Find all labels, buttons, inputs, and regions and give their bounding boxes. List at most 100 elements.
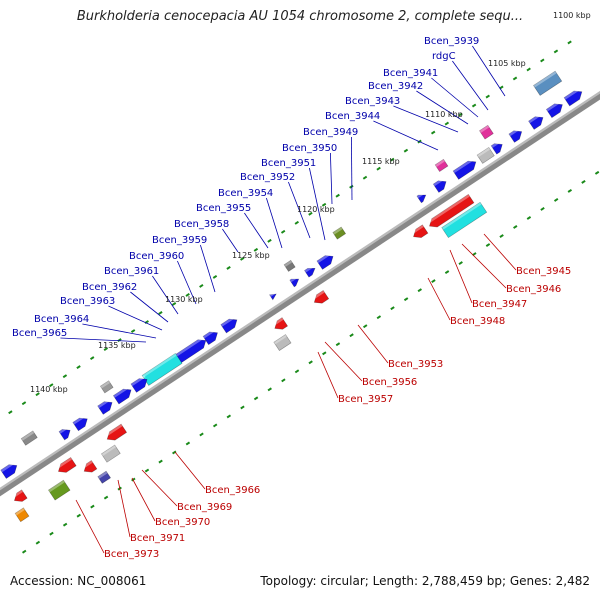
tick-mark	[267, 238, 272, 243]
reverse-leader	[324, 341, 363, 382]
tick-mark	[130, 329, 136, 333]
forward-gene-label: Bcen_3944	[325, 111, 380, 122]
reverse-gene-label: Bcen_3970	[155, 517, 210, 528]
map-title: Burkholderia cenocepacia AU 1054 chromos…	[76, 9, 524, 24]
reverse-leader	[317, 351, 339, 399]
tick-mark	[267, 387, 272, 392]
tick-mark	[226, 265, 231, 270]
forward-leader	[82, 323, 157, 339]
forward-leader	[266, 197, 283, 249]
forward-gene	[99, 380, 114, 394]
reverse-gene	[48, 479, 71, 501]
tick-mark	[349, 333, 354, 338]
tick-mark	[567, 188, 573, 193]
tick-label: 1110 kbp	[425, 110, 463, 119]
tick-mark	[89, 356, 95, 361]
tick-mark	[35, 540, 41, 545]
tick-mark	[76, 365, 81, 370]
forward-gene-label: Bcen_3951	[261, 158, 316, 169]
forward-gene-label: rdgC	[432, 51, 456, 62]
reverse-gene	[81, 460, 98, 473]
reverse-leader	[357, 324, 389, 364]
reverse-gene	[11, 489, 28, 502]
forward-leader	[373, 120, 439, 151]
reverse-gene-label: Bcen_3945	[516, 266, 571, 277]
tick-mark	[526, 216, 532, 220]
forward-leader	[177, 260, 197, 305]
forward-gene	[58, 426, 71, 441]
forward-gene-label: Bcen_3958	[174, 219, 229, 230]
tick-mark	[240, 405, 245, 410]
tick-mark	[444, 270, 450, 275]
tick-mark	[403, 148, 409, 153]
forward-gene	[432, 177, 447, 193]
tick-mark	[581, 179, 586, 184]
forward-gene	[141, 352, 183, 386]
tick-mark	[171, 302, 177, 306]
forward-gene-label: Bcen_3939	[424, 36, 479, 47]
forward-gene	[0, 461, 18, 479]
tick-mark	[62, 522, 68, 527]
tick-mark	[253, 247, 259, 252]
forward-gene	[268, 291, 277, 301]
tick-mark	[49, 383, 54, 388]
tick-mark	[567, 40, 572, 45]
forward-gene-label: Bcen_3963	[60, 296, 115, 307]
tick-mark	[471, 103, 477, 108]
backbone	[0, 90, 600, 497]
tick-mark	[226, 414, 232, 419]
tick-mark	[103, 347, 109, 352]
tick-mark	[403, 297, 409, 302]
reverse-leader	[483, 233, 517, 271]
tick-mark	[131, 477, 136, 482]
tick-mark	[540, 58, 545, 63]
tick-mark	[594, 170, 600, 175]
forward-gene	[283, 259, 296, 272]
forward-leader	[222, 228, 239, 253]
backbone-line	[0, 93, 600, 497]
reverse-leader	[141, 469, 178, 507]
tick-mark	[376, 315, 382, 320]
forward-gene-label: Bcen_3952	[240, 172, 295, 183]
tick-mark	[431, 279, 436, 284]
tick-label: 1120 kbp	[297, 205, 335, 214]
forward-leader	[200, 244, 216, 293]
forward-gene	[545, 100, 563, 119]
reverse-gene-label: Bcen_3956	[362, 377, 417, 388]
forward-leader	[108, 305, 163, 331]
tick-mark	[49, 531, 54, 536]
reverse-gene	[272, 317, 289, 330]
forward-leader	[351, 136, 353, 201]
tick-mark	[76, 513, 81, 518]
forward-leader	[431, 77, 479, 118]
reverse-gene	[97, 470, 111, 484]
tick-mark	[526, 67, 531, 72]
forward-gene	[20, 430, 38, 446]
reverse-gene	[273, 334, 292, 352]
forward-gene-label: Bcen_3955	[196, 203, 251, 214]
forward-leader	[152, 275, 179, 315]
forward-gene-label: Bcen_3965	[12, 328, 67, 339]
reverse-gene-label: Bcen_3969	[177, 502, 232, 513]
tick-mark	[280, 229, 286, 234]
forward-gene-label: Bcen_3962	[82, 282, 137, 293]
forward-gene-label: Bcen_3949	[303, 127, 358, 138]
tick-mark	[513, 225, 518, 229]
tick-mark	[144, 468, 150, 473]
gene-features	[0, 70, 583, 523]
tick-mark	[458, 261, 463, 266]
reverse-gene-label: Bcen_3946	[506, 284, 561, 295]
reverse-gene	[55, 457, 77, 473]
forward-gene-label: Bcen_3943	[345, 96, 400, 107]
tick-mark	[553, 49, 559, 54]
reverse-gene-label: Bcen_3948	[450, 316, 505, 327]
tick-mark	[322, 351, 327, 356]
forward-leader	[330, 152, 333, 205]
tick-mark	[335, 342, 341, 347]
forward-gene-label: Bcen_3954	[218, 188, 273, 199]
reverse-gene	[311, 290, 330, 304]
tick-mark	[281, 378, 286, 383]
tick-mark	[35, 392, 40, 397]
topology-stats: Topology: circular; Length: 2,788,459 bp…	[260, 574, 590, 588]
forward-gene-label: Bcen_3964	[34, 314, 89, 325]
